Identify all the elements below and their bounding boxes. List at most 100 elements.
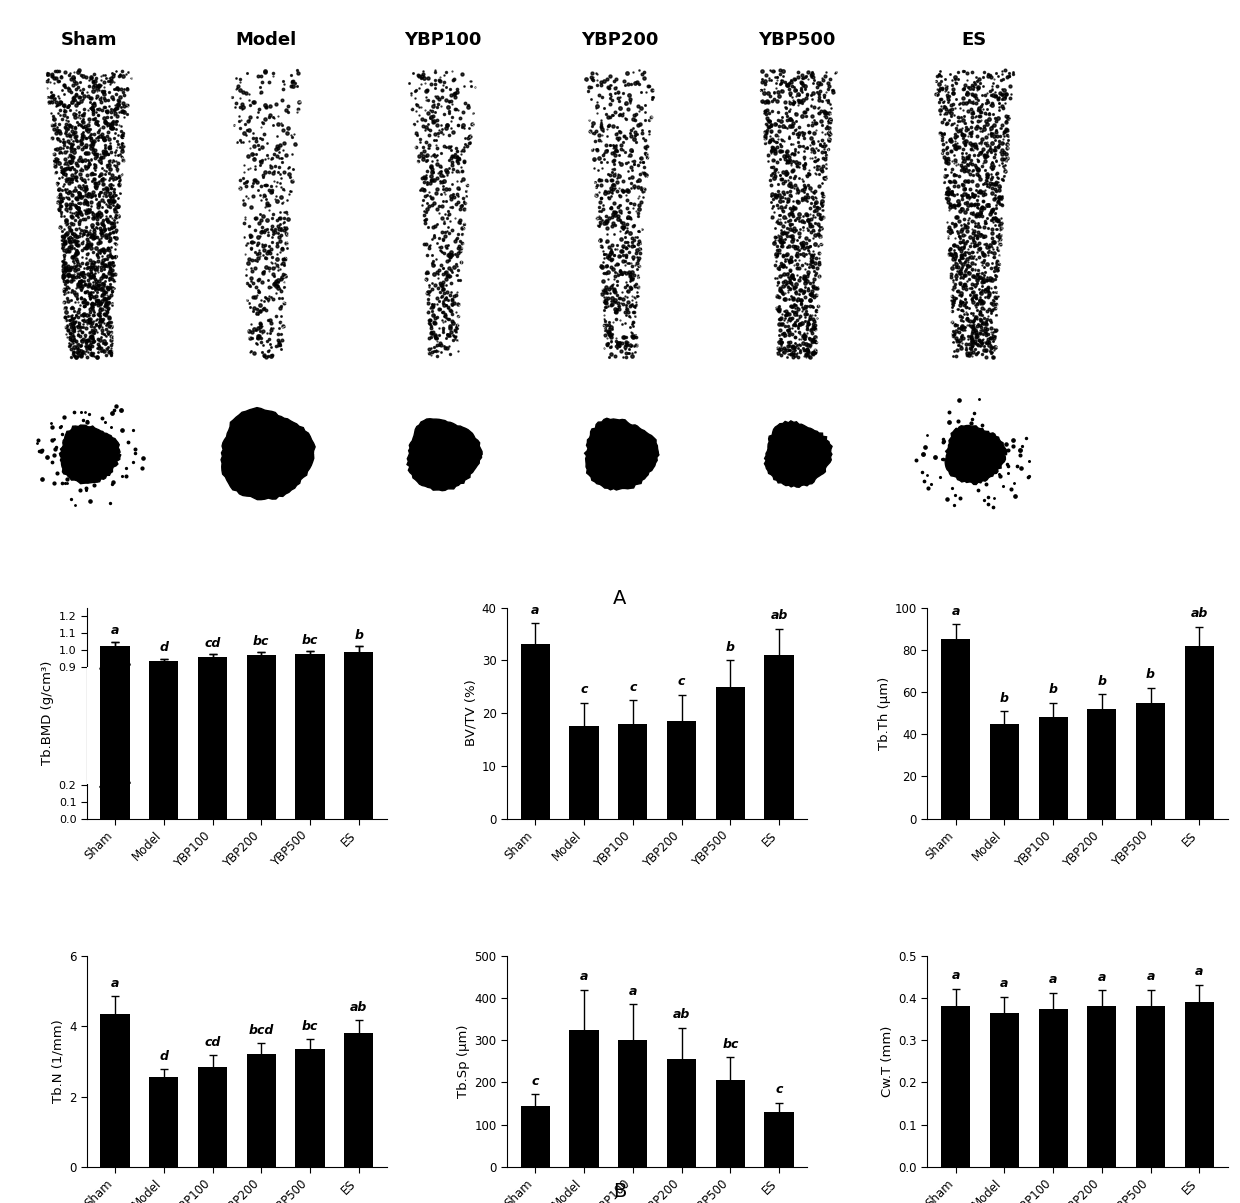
Text: A: A: [614, 589, 626, 609]
Bar: [149, 660, 179, 818]
Bar: [1087, 1007, 1116, 1167]
Text: YBP500: YBP500: [759, 31, 836, 49]
Text: a: a: [1001, 977, 1008, 990]
Y-axis label: Tb.BMD (g/cm³): Tb.BMD (g/cm³): [41, 660, 55, 765]
Text: cd: cd: [205, 1036, 221, 1049]
Polygon shape: [929, 64, 1021, 357]
Text: ab: ab: [770, 609, 787, 622]
Polygon shape: [407, 419, 482, 491]
Polygon shape: [945, 426, 1007, 485]
Text: c: c: [580, 683, 588, 697]
Bar: [295, 654, 325, 818]
Polygon shape: [403, 64, 482, 357]
Text: a: a: [1195, 965, 1204, 978]
Text: b: b: [725, 641, 735, 654]
Text: a: a: [951, 605, 960, 618]
Bar: [1039, 1008, 1068, 1167]
Text: ES: ES: [962, 31, 987, 49]
Bar: [198, 657, 227, 818]
Bar: [521, 1106, 551, 1167]
Bar: [295, 654, 325, 818]
Bar: [345, 1033, 373, 1167]
Text: c: c: [678, 675, 686, 688]
Text: d: d: [159, 641, 169, 654]
Text: a: a: [531, 604, 539, 617]
Bar: [764, 654, 794, 818]
Text: c: c: [775, 1084, 782, 1096]
Bar: [941, 639, 970, 818]
Polygon shape: [584, 419, 660, 490]
Text: YBP200: YBP200: [582, 31, 658, 49]
Text: ab: ab: [673, 1008, 691, 1021]
Text: a: a: [580, 971, 588, 983]
Bar: [990, 1013, 1019, 1167]
Text: bc: bc: [253, 635, 269, 648]
Text: b: b: [1049, 683, 1058, 697]
Text: Model: Model: [236, 31, 296, 49]
Y-axis label: Tb.Th (μm): Tb.Th (μm): [878, 676, 890, 749]
Polygon shape: [203, 385, 337, 518]
Polygon shape: [221, 408, 315, 499]
Polygon shape: [738, 389, 866, 515]
Bar: [1184, 646, 1214, 818]
Bar: [87, 668, 387, 784]
Bar: [990, 724, 1019, 818]
Polygon shape: [223, 64, 308, 357]
Bar: [149, 1077, 179, 1167]
Bar: [247, 656, 275, 818]
Text: a: a: [1097, 971, 1106, 984]
Text: ab: ab: [350, 1001, 367, 1013]
Polygon shape: [563, 391, 684, 512]
Bar: [1136, 703, 1166, 818]
Bar: [149, 660, 179, 818]
Text: YBP100: YBP100: [404, 31, 481, 49]
Bar: [1184, 1002, 1214, 1167]
Bar: [1136, 1006, 1166, 1167]
Text: Sham: Sham: [61, 31, 117, 49]
Text: b: b: [999, 692, 1009, 705]
Bar: [667, 1060, 696, 1167]
Bar: [100, 1014, 130, 1167]
Text: a: a: [110, 977, 119, 990]
Text: bc: bc: [301, 634, 319, 647]
Bar: [619, 1041, 647, 1167]
Text: bc: bc: [722, 1038, 739, 1050]
Bar: [100, 646, 130, 818]
Text: c: c: [629, 681, 636, 694]
Text: b: b: [1097, 675, 1106, 688]
Bar: [345, 652, 373, 818]
Text: a: a: [951, 970, 960, 983]
Y-axis label: Tb.Sp (μm): Tb.Sp (μm): [458, 1025, 470, 1098]
Text: c: c: [532, 1074, 539, 1088]
Bar: [715, 687, 745, 818]
Text: cd: cd: [205, 638, 221, 650]
Text: bcd: bcd: [248, 1024, 274, 1037]
Text: a: a: [1147, 971, 1154, 983]
Polygon shape: [764, 421, 832, 487]
Y-axis label: Tb.N (1/mm): Tb.N (1/mm): [52, 1019, 64, 1103]
Bar: [295, 1049, 325, 1167]
Bar: [100, 646, 130, 818]
Polygon shape: [754, 64, 842, 357]
Text: b: b: [355, 629, 363, 641]
Text: bc: bc: [301, 1020, 319, 1033]
Y-axis label: BV/TV (%): BV/TV (%): [465, 680, 477, 746]
Bar: [521, 645, 551, 818]
Polygon shape: [60, 425, 122, 484]
Bar: [764, 1112, 794, 1167]
Bar: [619, 724, 647, 818]
Y-axis label: Cw.T (mm): Cw.T (mm): [882, 1026, 894, 1097]
Polygon shape: [30, 387, 155, 515]
Text: a: a: [629, 985, 637, 998]
Polygon shape: [41, 64, 135, 357]
Bar: [1039, 717, 1068, 818]
Bar: [569, 1030, 599, 1167]
Text: ab: ab: [1190, 608, 1208, 621]
Bar: [247, 656, 275, 818]
Bar: [247, 1054, 275, 1167]
Bar: [569, 727, 599, 818]
Text: B: B: [614, 1181, 626, 1201]
Bar: [345, 652, 373, 818]
Polygon shape: [579, 64, 661, 357]
Bar: [198, 657, 227, 818]
